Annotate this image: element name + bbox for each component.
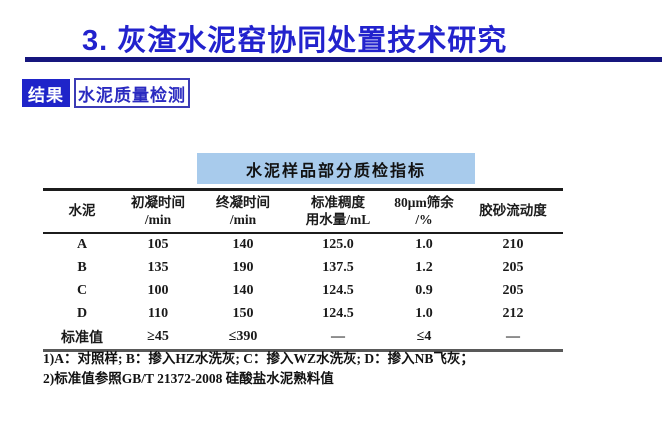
table-row-standard-value: 标准值 ≥45 ≤390 — ≤4 — [43,326,563,351]
footnote-sample-definitions: 1)A：对照样; B：掺入HZ水洗灰; C：掺入WZ水洗灰; D：掺入NB飞灰； [43,351,474,366]
table-title: 水泥样品部分质检指标 [197,153,475,184]
cell: 125.0 [322,237,354,253]
cell: C [76,283,88,299]
col-header-final-setting-time: 终凝时间/min [216,195,270,227]
cell: 标准值 [61,331,103,347]
cell: 124.5 [322,306,354,322]
cell: 1.2 [415,260,433,276]
cell: 205 [502,260,524,276]
cell: 124.5 [322,283,354,299]
cell: ≥45 [147,329,169,345]
cell: 205 [502,283,524,299]
cell: ≤4 [416,329,432,345]
table-header-row: 水泥 初凝时间/min 终凝时间/min 标准稠度 用水量/mL 80μm筛余/%… [43,189,563,233]
cell: 0.9 [415,283,433,299]
col-header-cement: 水泥 [68,203,96,219]
slide-title: 3. 灰渣水泥窑协同处置技术研究 [82,25,508,57]
cell: — [506,329,520,345]
cell: — [331,329,345,345]
cell: 210 [502,237,524,253]
cell: D [76,306,88,322]
section-label-cement-quality: 水泥质量检测 [74,78,190,108]
cement-quality-table: 水泥 初凝时间/min 终凝时间/min 标准稠度 用水量/mL 80μm筛余/%… [43,188,563,352]
cell: ≤390 [228,329,258,345]
footnotes: 1)A：对照样; B：掺入HZ水洗灰; C：掺入WZ水洗灰; D：掺入NB飞灰；… [43,349,474,388]
col-header-initial-setting-time: 初凝时间/min [131,195,185,227]
title-underline-rule [25,57,662,62]
cell: 1.0 [415,237,433,253]
col-header-standard-consistency-water: 标准稠度 用水量/mL [305,195,371,227]
cell: 110 [147,306,169,322]
footnote-standard-reference: 2)标准值参照GB/T 21372-2008 硅酸盐水泥熟料值 [43,370,334,386]
table-row-sample-b: B 135 190 137.5 1.2 205 [43,257,563,280]
cell: 150 [232,306,254,322]
col-header-80um-sieve-residue: 80μm筛余/% [394,195,454,227]
cell: 140 [232,283,254,299]
result-badge: 结果 [22,79,70,107]
table-row-sample-a: A 105 140 125.0 1.0 210 [43,233,563,257]
cell: 190 [232,260,254,276]
cell: B [77,260,87,276]
cell: 1.0 [415,306,433,322]
cell: 137.5 [322,260,354,276]
cell: 212 [502,306,524,322]
cell: A [76,237,88,253]
cell: 135 [147,260,169,276]
table-row-sample-c: C 100 140 124.5 0.9 205 [43,280,563,303]
cell: 100 [147,283,169,299]
col-header-mortar-fluidity: 胶砂流动度 [479,203,547,219]
table-row-sample-d: D 110 150 124.5 1.0 212 [43,303,563,326]
cell: 105 [147,237,169,253]
cell: 140 [232,237,254,253]
